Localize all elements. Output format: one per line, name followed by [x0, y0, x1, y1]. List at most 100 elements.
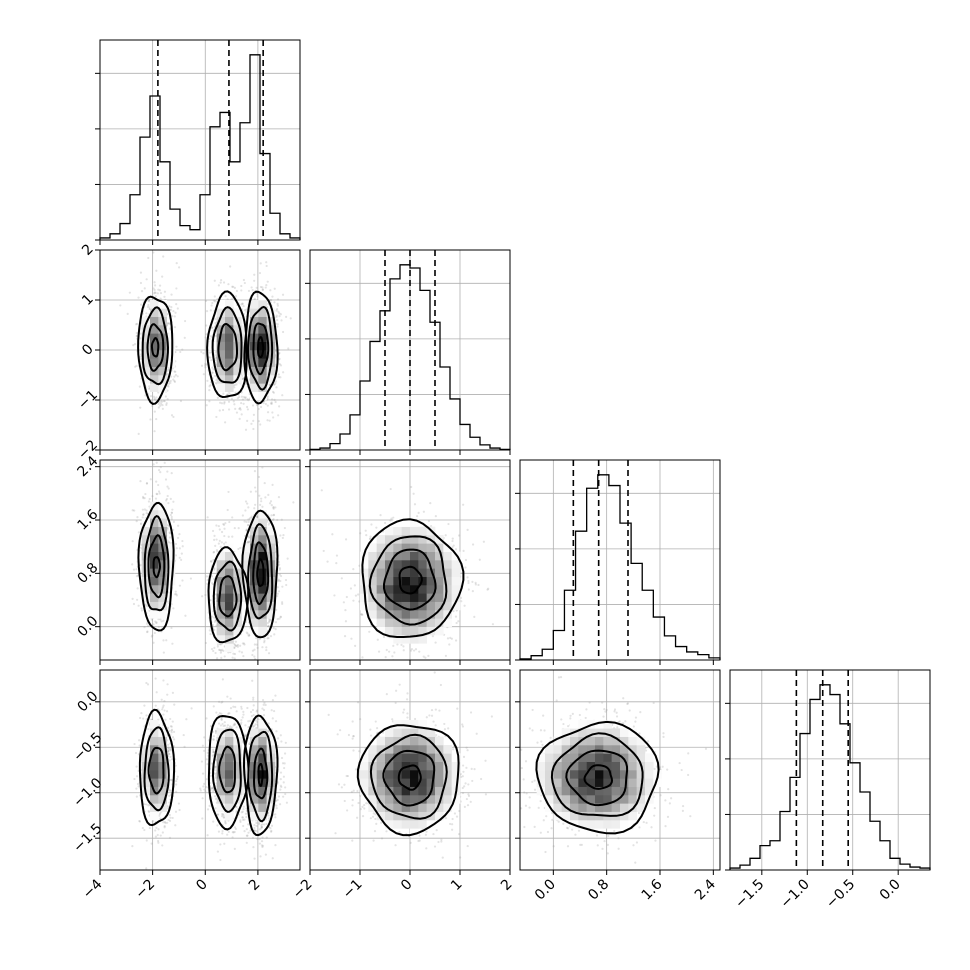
density-cell	[150, 576, 159, 586]
density-cell	[225, 358, 234, 367]
density-cell	[258, 291, 267, 301]
scatter-point	[140, 607, 143, 610]
scatter-point	[211, 371, 214, 374]
scatter-point	[155, 621, 158, 624]
density-cell	[233, 626, 242, 636]
density-cell	[225, 551, 234, 561]
scatter-point	[206, 516, 209, 519]
scatter-point	[206, 379, 209, 382]
scatter-point	[173, 370, 176, 373]
scatter-point	[153, 397, 156, 400]
contour-0_1-0-2	[146, 323, 165, 372]
scatter-point	[160, 620, 163, 623]
scatter-point	[214, 354, 217, 357]
density-cell	[150, 358, 159, 367]
scatter-point	[278, 315, 281, 318]
scatter-point	[233, 646, 236, 649]
scatter-point	[159, 618, 162, 621]
scatter-point	[240, 651, 244, 654]
scatter-point	[143, 287, 146, 290]
density-cell	[150, 526, 159, 536]
density-cell	[225, 341, 234, 351]
scatter-point	[224, 295, 227, 298]
scatter-point	[258, 271, 262, 275]
scatter-point	[241, 398, 245, 401]
scatter-point	[277, 496, 281, 499]
density-cell	[216, 560, 226, 569]
scatter-point	[247, 634, 250, 637]
scatter-point	[266, 680, 268, 682]
scatter-point	[268, 419, 271, 422]
scatter-point	[214, 321, 217, 325]
density-cell	[166, 341, 176, 351]
scatter-point	[229, 265, 232, 268]
scatter-point	[231, 535, 234, 538]
density-cell	[216, 341, 226, 351]
scatter-point	[276, 318, 279, 322]
scatter-point	[266, 280, 269, 283]
scatter-point	[147, 303, 150, 307]
scatter-point	[231, 297, 234, 300]
density-cell	[166, 551, 176, 561]
scatter-point	[180, 558, 183, 561]
scatter-point	[231, 516, 234, 519]
scatter-point	[275, 314, 278, 317]
scatter-point	[212, 649, 215, 653]
density-cell	[150, 593, 159, 602]
scatter-point	[260, 500, 263, 503]
scatter-point	[270, 514, 273, 517]
scatter-point	[146, 630, 149, 633]
density-cell	[241, 601, 251, 611]
scatter-point	[239, 408, 242, 411]
scatter-point	[200, 364, 204, 367]
scatter-point	[234, 295, 238, 298]
scatter-point	[213, 568, 216, 571]
scatter-point	[245, 520, 248, 524]
density-cell	[208, 585, 217, 594]
density-cell	[150, 518, 159, 527]
scatter-point	[263, 639, 266, 642]
density-cell	[216, 610, 226, 619]
scatter-point	[157, 406, 160, 409]
scatter-point	[279, 579, 282, 583]
scatter-point	[128, 291, 131, 294]
scatter-point	[152, 251, 155, 254]
density-cell	[141, 341, 151, 351]
scatter-point	[144, 394, 147, 397]
scatter-point	[282, 371, 285, 374]
scatter-point	[119, 304, 122, 307]
scatter-point	[260, 497, 263, 500]
scatter-point	[264, 286, 267, 289]
scatter-point	[166, 600, 169, 603]
scatter-point	[274, 628, 277, 631]
scatter-point	[239, 644, 242, 647]
scatter-point	[278, 405, 281, 408]
scatter-point	[267, 636, 270, 640]
scatter-point	[257, 407, 260, 411]
scatter-point	[274, 380, 278, 383]
scatter-point	[273, 383, 276, 386]
scatter-point	[173, 375, 176, 378]
scatter-point	[172, 378, 175, 381]
scatter-point	[205, 333, 208, 336]
scatter-point	[153, 410, 156, 413]
scatter-point	[166, 384, 169, 387]
scatter-point	[247, 399, 250, 402]
scatter-point	[222, 649, 225, 652]
scatter-point	[209, 335, 213, 338]
scatter-point	[177, 266, 181, 269]
scatter-point	[241, 642, 244, 645]
scatter-point	[168, 322, 171, 325]
scatter-point	[273, 287, 276, 290]
scatter-point	[276, 594, 279, 598]
scatter-point	[231, 285, 234, 288]
scatter-point	[166, 322, 169, 325]
scatter-point	[162, 651, 165, 654]
scatter-point	[212, 674, 214, 676]
scatter-point	[240, 284, 243, 288]
scatter-point	[167, 368, 170, 371]
scatter-point	[209, 633, 212, 636]
density-cell	[241, 568, 251, 577]
density-cell	[233, 610, 242, 619]
scatter-point	[215, 415, 218, 419]
